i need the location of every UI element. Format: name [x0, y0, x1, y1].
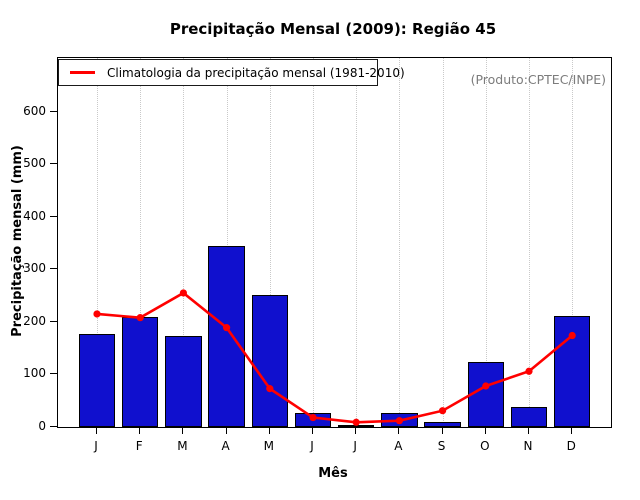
legend-line-sample-icon	[70, 71, 95, 74]
bar-11	[510, 407, 548, 427]
x-tick	[139, 427, 141, 434]
y-tick	[50, 320, 57, 322]
x-tick	[441, 427, 443, 434]
bar-7	[337, 424, 375, 427]
y-tick	[50, 110, 57, 112]
y-tick-label: 0	[38, 419, 46, 433]
y-tick	[50, 426, 57, 427]
gridline	[140, 58, 142, 427]
x-tick-label: D	[566, 439, 576, 453]
x-tick-label: N	[523, 439, 533, 453]
y-tick-label: 100	[23, 366, 46, 381]
x-tick-label: A	[394, 439, 403, 453]
bar-4	[208, 245, 245, 427]
x-tick-label: F	[135, 439, 143, 453]
y-tick-label: 300	[23, 261, 46, 276]
gridline	[183, 58, 185, 427]
x-tick	[225, 427, 227, 434]
gridline	[356, 58, 358, 427]
gridline	[226, 58, 228, 427]
x-tick	[96, 427, 97, 434]
plot-area	[57, 57, 612, 428]
x-tick-label: M	[177, 439, 188, 453]
y-tick	[50, 373, 57, 375]
y-tick	[50, 163, 57, 165]
bar-8	[381, 413, 418, 427]
gridline	[442, 58, 444, 427]
y-tick	[50, 268, 57, 270]
x-tick-label: J	[353, 439, 357, 453]
bar-5	[251, 294, 289, 427]
x-tick	[398, 427, 400, 434]
y-tick-label: 400	[23, 208, 46, 223]
x-tick-label: A	[221, 439, 230, 453]
gridline	[399, 58, 401, 427]
x-tick	[355, 427, 357, 434]
x-tick	[528, 427, 529, 434]
gridline	[572, 58, 574, 427]
x-tick-label: J	[310, 439, 314, 453]
bar-9	[424, 422, 461, 427]
y-tick	[50, 215, 57, 217]
x-tick	[571, 427, 573, 434]
x-tick-label: J	[94, 439, 98, 453]
y-axis-title: Precipitação mensal (mm)	[10, 145, 25, 337]
bar-2	[121, 316, 159, 427]
product-annotation: (Produto:CPTEC/INPE)	[470, 72, 606, 87]
x-axis-title: Mês	[318, 466, 348, 481]
bar-10	[467, 362, 505, 427]
gridline	[97, 58, 98, 427]
x-tick	[268, 427, 270, 434]
y-tick-label: 200	[23, 313, 46, 328]
x-tick-label: S	[437, 439, 446, 453]
x-tick-label: M	[263, 439, 274, 453]
x-tick	[484, 427, 486, 434]
gridline	[269, 58, 271, 427]
y-tick-label: 500	[23, 156, 46, 171]
bar-1	[78, 333, 116, 427]
gridline	[313, 58, 314, 427]
x-tick	[182, 427, 184, 434]
legend-label: Climatologia da precipitação mensal (198…	[107, 65, 405, 80]
x-tick	[312, 427, 313, 434]
bar-6	[294, 412, 332, 427]
legend: Climatologia da precipitação mensal (198…	[58, 59, 405, 86]
y-tick-label: 600	[23, 103, 46, 118]
bar-3	[165, 336, 202, 427]
gridline	[485, 58, 487, 427]
bar-12	[553, 315, 591, 427]
x-tick-label: O	[480, 439, 490, 453]
chart-title: Precipitação Mensal (2009): Região 45	[169, 20, 497, 38]
gridline	[529, 58, 530, 427]
